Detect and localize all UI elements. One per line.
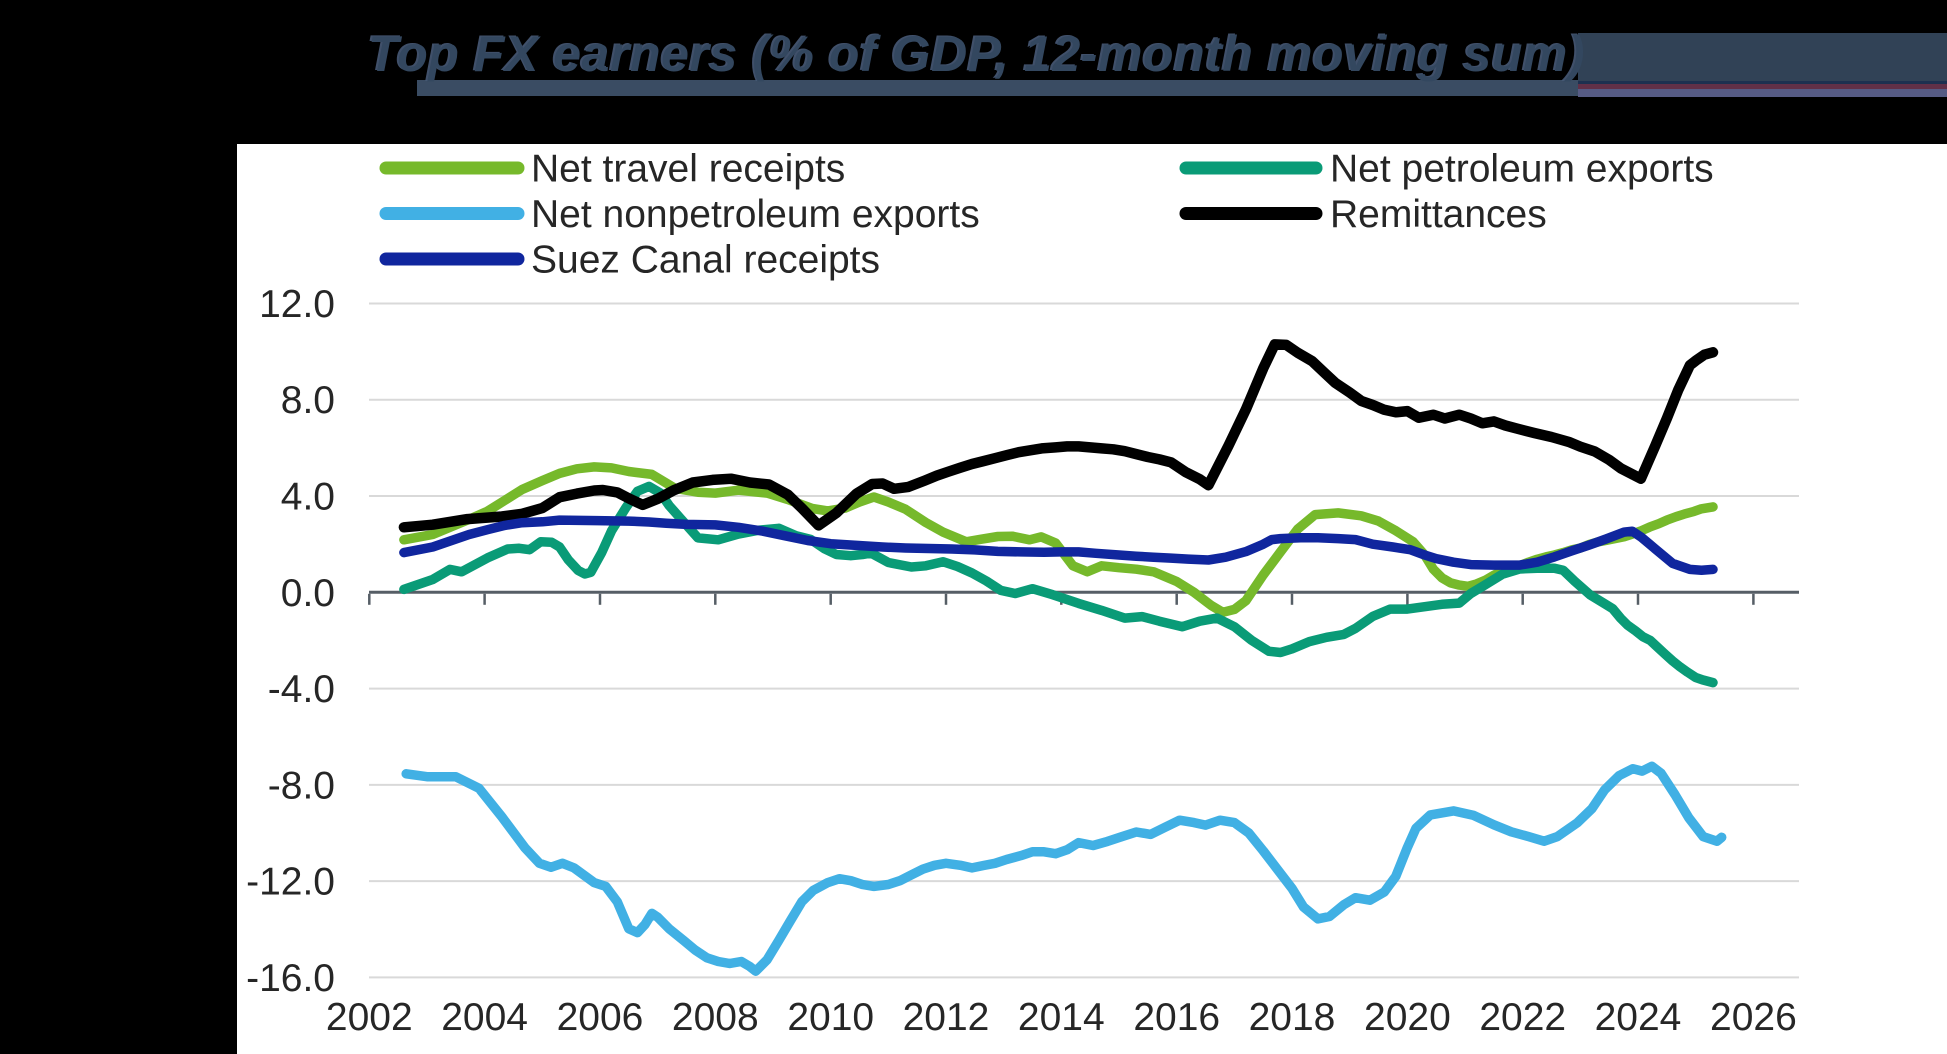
svg-text:2022: 2022 [1479, 996, 1566, 1039]
svg-text:2006: 2006 [557, 996, 644, 1039]
svg-text:-4.0: -4.0 [268, 668, 335, 711]
svg-text:8.0: 8.0 [281, 379, 335, 422]
svg-text:12.0: 12.0 [259, 283, 335, 326]
svg-text:2002: 2002 [326, 996, 413, 1039]
svg-text:-8.0: -8.0 [268, 764, 335, 807]
svg-text:2020: 2020 [1364, 996, 1451, 1039]
svg-text:-12.0: -12.0 [246, 861, 335, 904]
svg-text:2014: 2014 [1018, 996, 1105, 1039]
svg-text:2010: 2010 [787, 996, 874, 1039]
svg-text:2004: 2004 [441, 996, 528, 1039]
svg-text:-16.0: -16.0 [246, 957, 335, 1000]
svg-text:4.0: 4.0 [281, 476, 335, 519]
svg-text:Net travel receipts: Net travel receipts [531, 148, 845, 191]
svg-text:2024: 2024 [1595, 996, 1682, 1039]
svg-text:0.0: 0.0 [281, 572, 335, 615]
svg-text:Suez Canal receipts: Suez Canal receipts [531, 239, 880, 282]
svg-text:Net petroleum exports: Net petroleum exports [1330, 148, 1714, 191]
svg-text:2026: 2026 [1710, 996, 1797, 1039]
svg-text:2008: 2008 [672, 996, 759, 1039]
svg-text:2018: 2018 [1249, 996, 1336, 1039]
svg-text:2012: 2012 [903, 996, 990, 1039]
svg-text:Remittances: Remittances [1330, 193, 1547, 236]
svg-text:2016: 2016 [1133, 996, 1220, 1039]
svg-text:Net nonpetroleum exports: Net nonpetroleum exports [531, 193, 980, 236]
